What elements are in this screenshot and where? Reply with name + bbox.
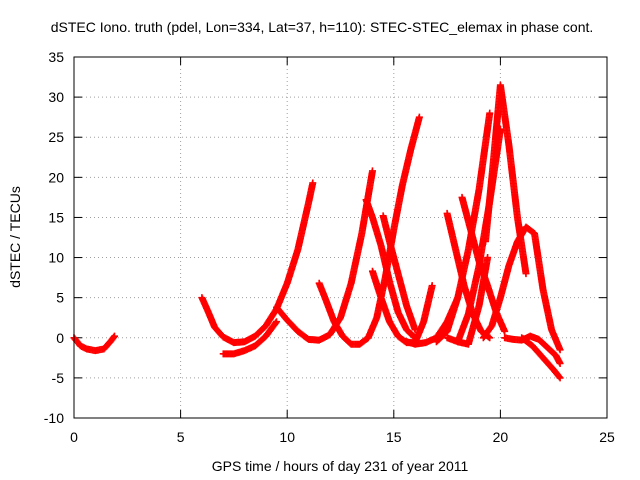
data-point [556,374,564,382]
data-point [556,346,564,354]
data-series [501,332,564,367]
x-tick-label: 20 [493,429,509,445]
data-points [70,81,564,382]
data-point [309,179,317,187]
data-point [273,318,281,326]
grid [74,57,607,418]
y-tick-label: -5 [52,370,65,386]
y-tick-label: 25 [48,129,64,145]
data-series [432,109,494,346]
data-series [479,223,564,354]
x-tick-label: 25 [599,429,615,445]
y-tick-label: 15 [48,209,64,225]
x-tick-label: 0 [70,429,78,445]
data-series [518,334,564,382]
x-axis-label: GPS time / hours of day 231 of year 2011 [212,458,469,474]
data-series [362,196,419,342]
y-tick-label: 35 [48,49,64,65]
data-point [368,167,376,175]
data-series [315,279,372,348]
data-series [379,212,419,334]
data-point [111,332,119,340]
data-point [556,359,564,367]
y-tick-label: 0 [56,330,64,346]
data-point [522,270,530,278]
data-point [110,333,118,341]
data-series [198,179,317,347]
x-tick-label: 5 [177,429,185,445]
data-point [486,334,494,342]
data-point [486,109,494,117]
x-tick-label: 15 [386,429,402,445]
y-tick-label: 5 [56,290,64,306]
data-point [272,319,280,327]
chart-title: dSTEC Iono. truth (pdel, Lon=334, Lat=37… [51,19,594,35]
axis-ticks: -10 -5 0 5 10 15 20 25 30 35 0 5 10 15 20 25 [44,49,615,445]
x-tick-label: 10 [279,429,295,445]
data-series [481,81,530,278]
y-tick-label: 10 [48,250,64,266]
y-axis-label: dSTEC / TECUs [7,186,23,288]
data-series [273,167,376,344]
data-series [219,318,281,358]
data-point [555,373,563,381]
y-tick-label: 20 [48,169,64,185]
y-tick-label: -10 [44,410,64,426]
data-point [415,113,423,121]
plot-frame [73,56,608,419]
data-point [484,254,492,262]
data-series [70,332,119,355]
data-point [501,327,509,335]
y-tick-label: 30 [48,89,64,105]
data-point [428,282,436,290]
